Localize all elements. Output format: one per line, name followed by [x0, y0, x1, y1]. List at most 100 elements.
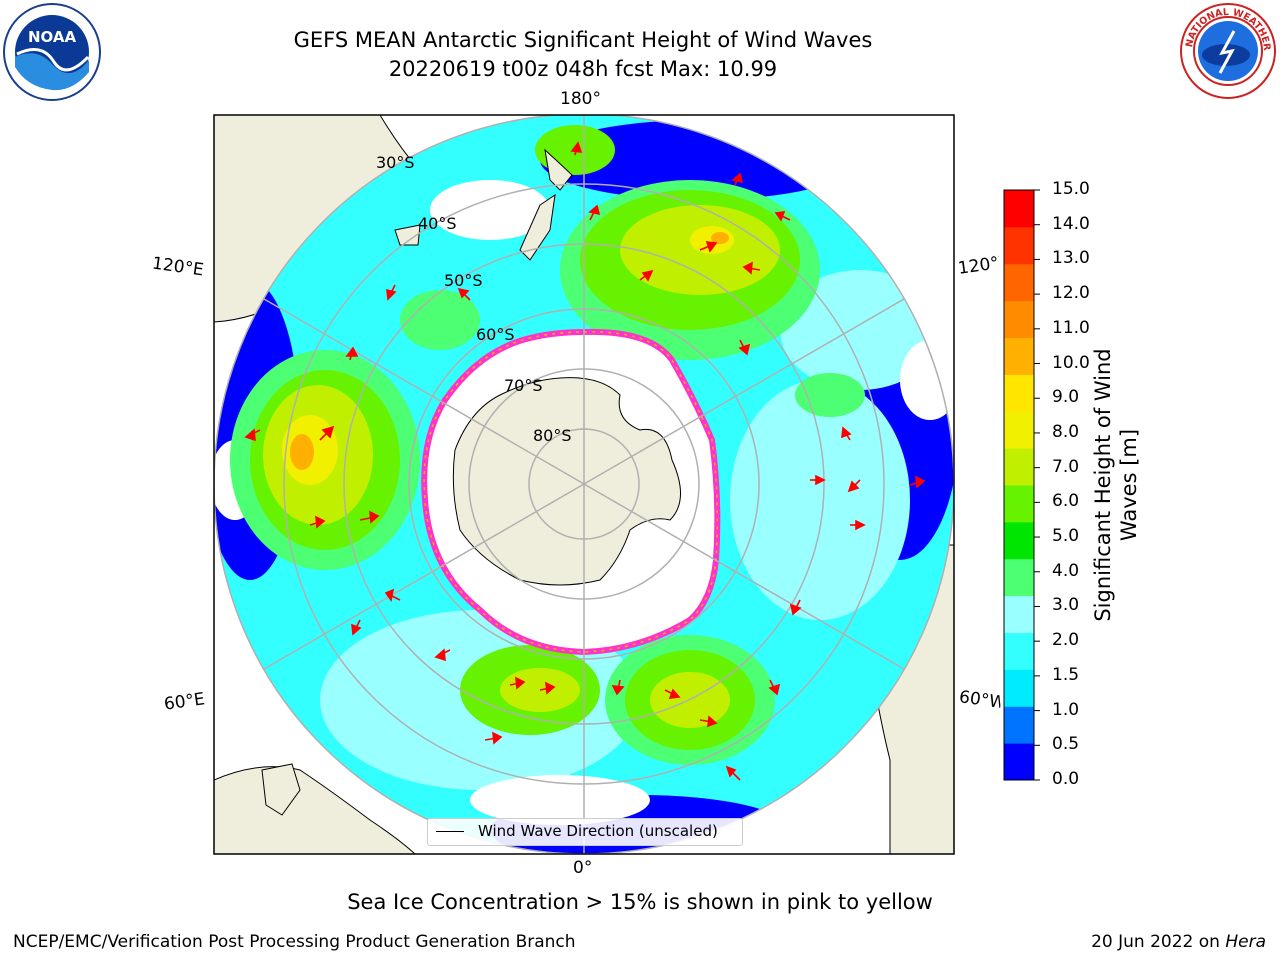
colorbar-tick-label: 8.0: [1052, 421, 1080, 442]
chart-title: GEFS MEAN Antarctic Significant Height o…: [0, 26, 1166, 84]
colorbar-segment: [1004, 558, 1034, 597]
colorbar-tick-label: 10.0: [1052, 352, 1090, 373]
tasmania-land: [394, 224, 421, 246]
direction-arrow: [639, 269, 654, 282]
graticule: [214, 115, 954, 854]
colorbar-tick-label: 0.0: [1052, 769, 1080, 789]
direction-arrow: [738, 339, 751, 356]
colorbar-tick-label: 15.0: [1052, 179, 1090, 199]
footer-date: 20 Jun 2022 on: [1091, 932, 1226, 952]
sea-ice-note: Sea Ice Concentration > 15% is shown in …: [347, 890, 933, 914]
svg-text:NOAA: NOAA: [28, 28, 77, 46]
title-line-2: 20220619 t00z 048h fcst Max: 10.99: [388, 57, 778, 81]
direction-arrow: [345, 346, 359, 361]
lat-label-40s: 40°S: [418, 214, 457, 233]
direction-arrow: [484, 731, 503, 745]
wave-direction-arrows: [244, 141, 926, 781]
colorbar: [1003, 189, 1040, 781]
colorbar-segment: [1004, 337, 1034, 375]
new-zealand-land: [519, 148, 573, 261]
direction-arrow: [359, 510, 380, 524]
colorbar-segment: [1004, 300, 1034, 338]
direction-arrow: [725, 765, 741, 781]
footer-left: NCEP/EMC/Verification Post Processing Pr…: [13, 932, 576, 952]
lat-label-50s: 50°S: [444, 271, 483, 290]
direction-arrow: [699, 241, 718, 253]
colorbar-segment: [1004, 706, 1034, 744]
map-legend: Wind Wave Direction (unscaled): [427, 818, 743, 846]
colorbar-tick-label: 6.0: [1052, 491, 1080, 512]
footer-right: 20 Jun 2022 on Hera: [1091, 932, 1266, 952]
colorbar-tick-label: 9.0: [1052, 387, 1080, 408]
colorbar-tick-label: 13.0: [1052, 248, 1090, 269]
direction-arrow: [850, 519, 866, 531]
legend-label: Wind Wave Direction (unscaled): [478, 822, 718, 840]
colorbar-segment: [1004, 263, 1034, 302]
direction-arrow: [588, 204, 601, 221]
direction-arrow: [309, 515, 326, 529]
colorbar-frame: [1003, 189, 1035, 781]
direction-arrow: [386, 284, 397, 301]
direction-arrow: [611, 679, 625, 696]
direction-arrow: [457, 287, 471, 301]
lon-label-0: 0°: [573, 858, 593, 878]
colorbar-segment: [1004, 226, 1034, 265]
direction-arrow: [731, 172, 744, 186]
colorbar-segment: [1004, 743, 1034, 781]
direction-arrow: [384, 588, 401, 602]
colorbar-segment: [1004, 485, 1034, 523]
direction-arrow: [847, 479, 861, 493]
colorbar-segment: [1004, 411, 1034, 449]
madagascar-land: [261, 763, 301, 816]
footer-host: Hera: [1225, 932, 1266, 952]
map-frame: [213, 114, 955, 855]
antarctica-land: [452, 377, 681, 586]
direction-arrow: [509, 676, 526, 690]
colorbar-tick-label: 0.5: [1052, 734, 1080, 755]
lat-label-60s: 60°S: [476, 325, 515, 344]
lat-label-70s: 70°S: [504, 376, 543, 395]
lat-label-80s: 80°S: [533, 426, 572, 445]
colorbar-label-line1: Significant Height of Wind: [1091, 348, 1115, 622]
direction-arrow: [434, 648, 451, 662]
colorbar-tick-label: 3.0: [1052, 595, 1080, 616]
lat-label-30s: 30°S: [376, 153, 415, 172]
direction-arrow: [774, 211, 791, 222]
colorbar-segment: [1004, 595, 1034, 633]
colorbar-tick-label: 12.0: [1052, 283, 1090, 304]
direction-arrow: [909, 475, 926, 489]
direction-arrow: [664, 688, 681, 699]
colorbar-tick-label: 1.0: [1052, 699, 1080, 720]
direction-arrow: [768, 679, 781, 696]
direction-arrow: [539, 681, 556, 695]
noaa-logo: NOAA: [3, 3, 101, 101]
direction-arrow: [319, 425, 335, 441]
direction-arrow: [351, 619, 362, 636]
direction-arrow: [244, 428, 261, 442]
colorbar-segment: [1004, 669, 1034, 707]
direction-arrow: [789, 599, 802, 616]
colorbar-tick-label: 4.0: [1052, 560, 1080, 581]
colorbar-tick-label: 11.0: [1052, 317, 1090, 338]
colorbar-tick-label: 5.0: [1052, 526, 1080, 547]
colorbar-label-line2: Waves [m]: [1117, 428, 1141, 542]
colorbar-tick-label: 2.0: [1052, 630, 1080, 651]
direction-arrow: [699, 715, 718, 728]
colorbar-tick-label: 7.0: [1052, 456, 1080, 477]
colorbar-label: Significant Height of Wind Waves [m]: [1090, 325, 1142, 645]
lon-label-180: 180°: [560, 89, 601, 109]
colorbar-segment: [1004, 521, 1034, 560]
colorbar-tick-label: 14.0: [1052, 213, 1090, 234]
title-line-1: GEFS MEAN Antarctic Significant Height o…: [293, 28, 873, 52]
colorbar-segment: [1004, 190, 1034, 228]
direction-arrow: [570, 141, 583, 156]
legend-line-swatch: [436, 831, 464, 832]
direction-arrow: [810, 474, 826, 486]
colorbar-segment: [1004, 632, 1034, 670]
direction-arrow: [742, 261, 761, 275]
colorbar-segment: [1004, 374, 1034, 412]
direction-arrow: [841, 426, 852, 441]
nws-logo: NATIONAL WEATHER SERVICE: [1178, 1, 1276, 99]
colorbar-tick-label: 1.5: [1052, 664, 1080, 685]
